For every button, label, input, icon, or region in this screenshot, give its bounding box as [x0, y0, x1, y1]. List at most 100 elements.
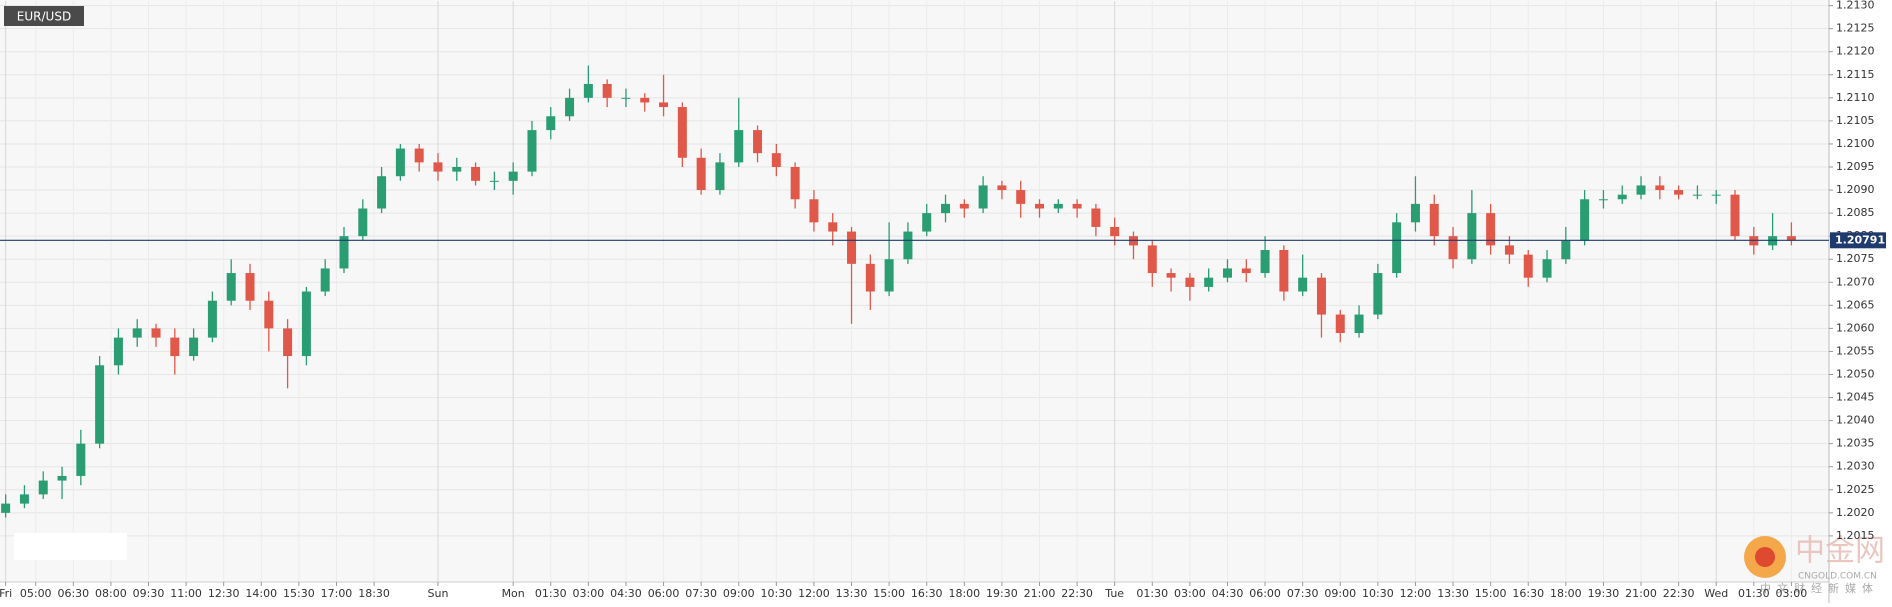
candle-body: [1035, 203, 1045, 209]
y-tick-label: 1.2095: [1836, 160, 1875, 173]
y-tick-label: 1.2050: [1836, 368, 1875, 381]
x-tick-label: 21:00: [1625, 587, 1657, 600]
x-tick-label: 11:00: [170, 587, 202, 600]
x-tick-label: 16:30: [911, 587, 943, 600]
candle-body: [659, 102, 669, 108]
candle-body: [978, 185, 988, 209]
x-tick-label: 14:00: [245, 587, 277, 600]
x-tick-label: 07:30: [685, 587, 717, 600]
x-tick-label: 12:30: [208, 587, 240, 600]
chart-title: EUR/USD: [17, 10, 71, 24]
candle-body: [301, 291, 311, 357]
x-tick-label: 15:00: [1475, 587, 1507, 600]
candle-body: [1692, 194, 1702, 196]
candle-body: [1241, 268, 1251, 274]
y-tick-label: 1.2120: [1836, 45, 1875, 58]
candle-body: [189, 337, 199, 357]
grid: [0, 1, 1829, 582]
x-tick-label: 07:30: [1287, 587, 1319, 600]
candle-body: [170, 337, 180, 357]
candle-body: [264, 300, 274, 329]
x-tick-label: 10:30: [1362, 587, 1394, 600]
x-tick-label: Sun: [428, 587, 449, 600]
candle-body: [1786, 236, 1796, 241]
candle-body: [1561, 240, 1571, 260]
candle-body: [1222, 268, 1232, 278]
candle-body: [583, 84, 593, 98]
candle-body: [565, 97, 575, 117]
candle-body: [95, 365, 105, 444]
x-tick-label: 13:30: [836, 587, 868, 600]
candle-body: [151, 328, 161, 338]
candle-body: [1147, 245, 1157, 274]
candle-body: [1091, 208, 1101, 227]
candle-body: [1053, 203, 1063, 209]
candle-body: [734, 130, 744, 163]
candle-body: [132, 328, 142, 338]
y-tick-label: 1.2045: [1836, 391, 1875, 404]
candle-body: [1354, 314, 1364, 333]
candle-body: [1279, 250, 1289, 292]
candle-body: [1298, 277, 1308, 292]
x-tick-label: 01:30: [1738, 587, 1770, 600]
candle-body: [903, 231, 913, 260]
candle-body: [433, 162, 443, 172]
y-tick-label: 1.2035: [1836, 437, 1875, 450]
y-tick-label: 1.2110: [1836, 91, 1875, 104]
y-tick-label: 1.2015: [1836, 529, 1875, 542]
watermark-logo-inner: [1755, 547, 1775, 567]
y-tick-label: 1.2075: [1836, 252, 1875, 265]
candle-body: [1617, 194, 1627, 200]
x-tick-label: 16:30: [1512, 587, 1544, 600]
candle-body: [1260, 250, 1270, 274]
candle-body: [1110, 226, 1120, 237]
candle-body: [113, 337, 123, 366]
candle-body: [959, 203, 969, 209]
candle-body: [283, 328, 293, 357]
candle-body: [847, 231, 857, 264]
watermark: 中金网 CNGOLD.COM.CN 中文财经新媒体: [1744, 534, 1885, 595]
candle-body: [1166, 273, 1176, 278]
x-tick-label: 12:00: [1400, 587, 1432, 600]
x-tick-label: 09:00: [723, 587, 755, 600]
y-tick-label: 1.2070: [1836, 275, 1875, 288]
candle-body: [1486, 213, 1496, 246]
candle-body: [1410, 203, 1420, 223]
x-tick-label: 17:00: [321, 587, 353, 600]
x-tick-label: 18:30: [358, 587, 390, 600]
candle-body: [1335, 314, 1345, 333]
candle-body: [640, 97, 650, 103]
y-tick-label: 1.2040: [1836, 414, 1875, 427]
watermark-domain: CNGOLD.COM.CN: [1798, 572, 1877, 582]
y-tick-label: 1.2125: [1836, 22, 1875, 35]
candle-body: [1655, 185, 1665, 191]
candle-body: [471, 167, 481, 181]
y-tick-label: 1.2115: [1836, 68, 1875, 81]
candle-body: [1636, 185, 1646, 195]
candle-body: [696, 157, 706, 191]
candle-body: [489, 180, 499, 182]
x-tick-label: 06:30: [57, 587, 89, 600]
candle-body: [320, 268, 330, 292]
candle-body: [1204, 277, 1214, 287]
y-tick-label: 1.2030: [1836, 460, 1875, 473]
y-tick-label: 1.2060: [1836, 321, 1875, 334]
x-tick-label: 19:30: [1588, 587, 1620, 600]
candle-body: [19, 494, 29, 504]
candle-body: [922, 213, 932, 232]
candle-body: [508, 171, 518, 181]
candle-body: [226, 273, 236, 301]
x-tick-label: 15:00: [873, 587, 905, 600]
y-tick-label: 1.2025: [1836, 483, 1875, 496]
candle-body: [997, 185, 1007, 191]
x-tick-label: 01:30: [535, 587, 567, 600]
candle-body: [76, 443, 86, 476]
candle-body: [339, 236, 349, 269]
candle-body: [828, 222, 838, 232]
x-tick-label: Mon: [502, 587, 525, 600]
candle-body: [1392, 222, 1402, 274]
blank-box: [14, 533, 127, 560]
candle-body: [414, 148, 424, 163]
